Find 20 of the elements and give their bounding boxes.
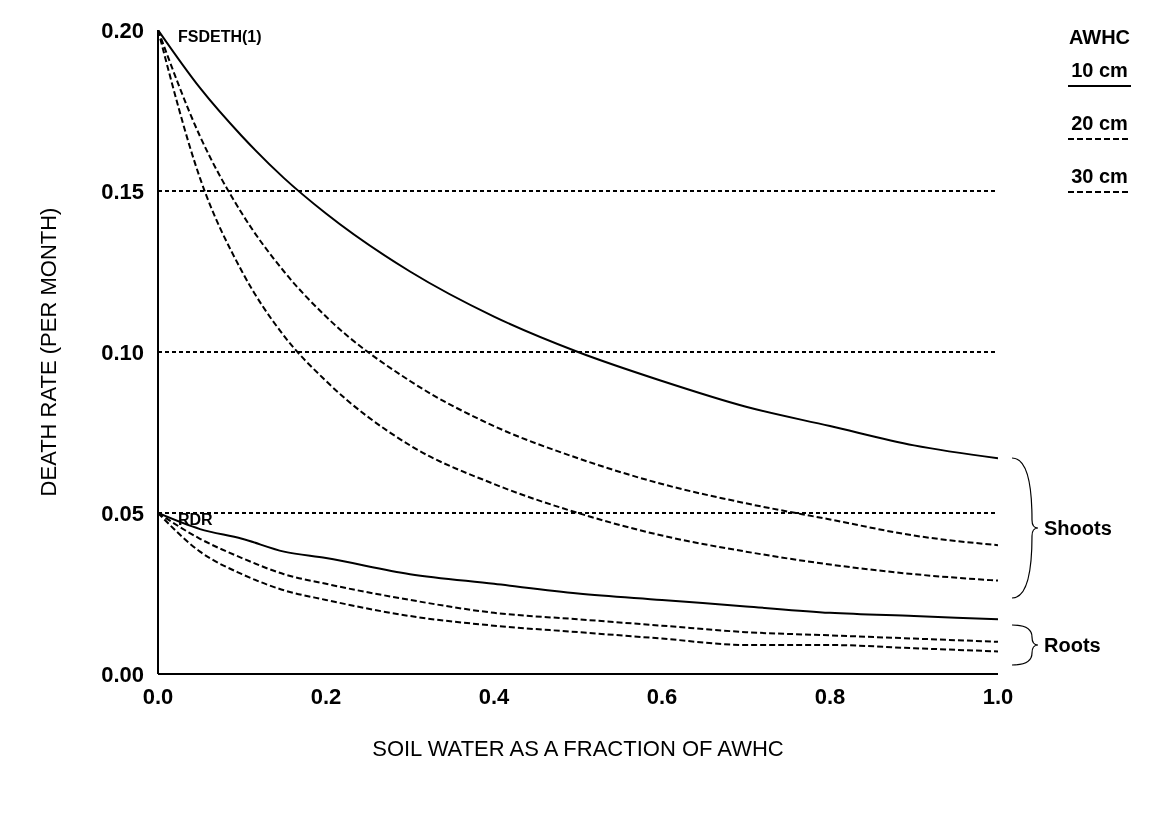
y-axis-title: DEATH RATE (PER MONTH) <box>35 207 61 497</box>
x-axis-title: SOIL WATER AS A FRACTION OF AWHC <box>372 736 784 761</box>
text: Shoots <box>1044 517 1112 539</box>
x-tick-label: 1.0 <box>982 683 1014 709</box>
y-tick-label: 0.20 <box>101 17 144 43</box>
x-tick-label: 0.0 <box>142 683 174 709</box>
text: Roots <box>1044 634 1101 656</box>
y-tick-label: 0.15 <box>101 178 144 204</box>
legend-title: AWHC <box>1068 26 1131 49</box>
text: 20 cm <box>1070 112 1129 135</box>
text: 10 cm <box>1070 59 1129 82</box>
annotation: FSDETH(1) <box>178 28 262 45</box>
x-tick-label: 0.8 <box>814 683 846 709</box>
y-tick-label: 0.00 <box>101 661 144 687</box>
x-tick-label: 0.6 <box>646 683 678 709</box>
x-tick-label: 0.4 <box>478 683 511 709</box>
x-tick-label: 0.2 <box>310 683 342 709</box>
y-tick-label: 0.05 <box>101 500 144 526</box>
text: 30 cm <box>1070 165 1129 188</box>
y-tick-label: 0.10 <box>101 339 144 365</box>
